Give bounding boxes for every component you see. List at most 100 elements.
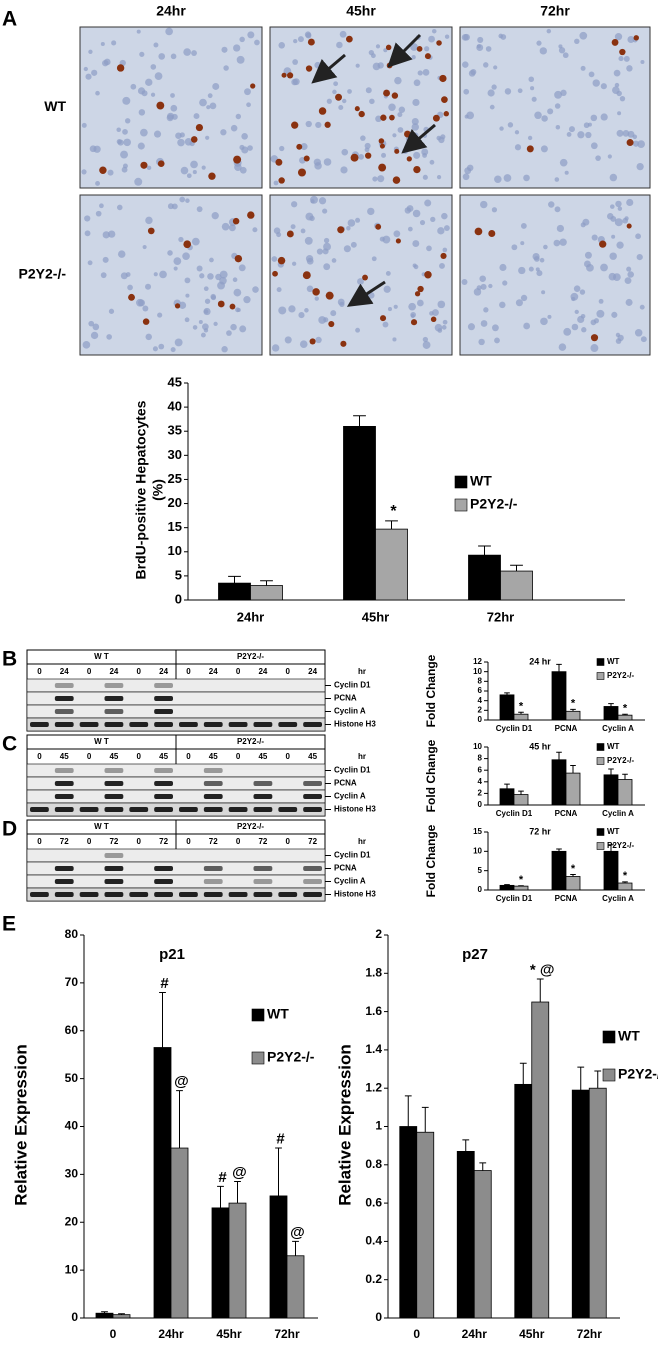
nucleus (528, 266, 534, 272)
lane-label: 0 (236, 837, 241, 846)
brdu-nucleus (380, 114, 387, 121)
nucleus (297, 36, 304, 43)
nucleus (136, 29, 141, 34)
band-label: Cyclin D1 (334, 851, 371, 860)
nucleus (90, 331, 99, 340)
nucleus (477, 36, 484, 43)
panel-label: D (2, 818, 17, 841)
bar (153, 1047, 172, 1319)
nucleus (595, 155, 601, 161)
nucleus (412, 132, 419, 139)
nucleus (574, 309, 579, 315)
nucleus (480, 283, 487, 290)
nucleus (183, 48, 192, 56)
nucleus (574, 38, 580, 45)
nucleus (254, 39, 260, 46)
brdu-nucleus (250, 83, 256, 89)
blot-band (154, 794, 173, 799)
nucleus (441, 325, 447, 330)
nucleus (611, 311, 618, 318)
brdu-nucleus (416, 45, 423, 52)
brdu-nucleus (392, 176, 401, 184)
nucleus (99, 203, 104, 209)
brdu-nucleus (375, 223, 382, 230)
nucleus (398, 106, 406, 113)
nucleus (298, 312, 305, 319)
nucleus (92, 323, 100, 331)
y-tick-label: 60 (65, 1023, 79, 1037)
blot-band (79, 722, 99, 727)
nucleus (343, 245, 351, 253)
nucleus (184, 277, 191, 284)
nucleus (514, 130, 520, 135)
nucleus (355, 63, 360, 68)
y-tick-label: 20 (168, 495, 182, 510)
blot-band (228, 807, 248, 812)
error-bar (622, 773, 628, 780)
nucleus (88, 320, 95, 327)
nucleus (615, 332, 621, 338)
error-bar (101, 1311, 108, 1314)
error-bar (556, 663, 562, 672)
brdu-nucleus (281, 72, 287, 78)
nucleus (333, 81, 339, 87)
nucleus (480, 200, 488, 209)
bar (617, 882, 633, 891)
blot-band (54, 794, 74, 799)
nucleus (190, 160, 198, 169)
nucleus (402, 148, 409, 155)
nucleus (377, 175, 385, 183)
bar (228, 1202, 247, 1319)
brdu-nucleus (318, 107, 327, 115)
nucleus (520, 294, 528, 302)
bar (531, 1001, 550, 1319)
nucleus (318, 197, 327, 205)
nucleus (636, 162, 644, 171)
brdu-nucleus (436, 40, 442, 46)
nucleus (563, 327, 572, 336)
band-label: PCNA (334, 694, 357, 703)
nucleus (494, 175, 502, 184)
blot-band (54, 892, 74, 897)
bar (250, 585, 283, 601)
nucleus (199, 273, 205, 279)
nucleus (480, 320, 488, 327)
blot-band (154, 781, 173, 786)
nucleus (91, 69, 98, 76)
brdu-nucleus (297, 168, 306, 177)
nucleus (611, 234, 616, 239)
brdu-nucleus (439, 74, 447, 83)
error-bar (228, 575, 241, 584)
x-tick-label: 0 (110, 1327, 117, 1341)
bar (375, 528, 408, 601)
x-tick-label: 45hr (362, 609, 389, 624)
nucleus (167, 203, 174, 210)
blot-band (54, 722, 74, 727)
error-bar (176, 1090, 183, 1149)
bar (617, 779, 633, 806)
bar (551, 850, 567, 891)
nucleus (199, 98, 207, 107)
band-label: Cyclin A (334, 877, 366, 886)
brdu-nucleus (424, 271, 432, 279)
bar (343, 425, 376, 601)
nucleus (167, 250, 173, 256)
brdu-nucleus (195, 123, 203, 132)
nucleus (540, 145, 548, 153)
nucleus (375, 44, 381, 49)
nucleus (207, 273, 214, 280)
nucleus (235, 113, 242, 120)
nucleus (123, 138, 131, 147)
nucleus (314, 61, 321, 69)
nucleus (618, 56, 624, 62)
brdu-nucleus (358, 110, 365, 118)
nucleus (370, 53, 376, 59)
lane-label: 72 (258, 837, 267, 846)
error-bar (510, 564, 523, 572)
nucleus (397, 127, 404, 133)
lane-label: 24 (159, 667, 168, 676)
nucleus (332, 89, 337, 95)
brdu-nucleus (247, 211, 255, 219)
nucleus (612, 273, 621, 282)
nucleus (410, 313, 415, 318)
